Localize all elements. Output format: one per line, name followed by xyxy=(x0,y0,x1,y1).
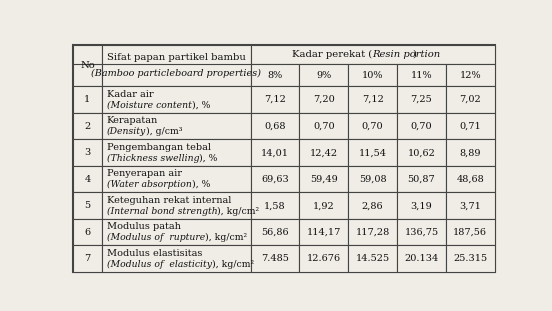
Text: ), kg/cm²: ), kg/cm² xyxy=(211,259,254,269)
Text: ), kg/cm²: ), kg/cm² xyxy=(217,207,259,216)
Text: 0,68: 0,68 xyxy=(264,122,286,131)
Text: Keteguhan rekat internal: Keteguhan rekat internal xyxy=(107,196,231,205)
Bar xyxy=(73,219,102,245)
Text: 7,12: 7,12 xyxy=(264,95,286,104)
Text: 56,86: 56,86 xyxy=(261,228,289,237)
Bar xyxy=(73,193,102,219)
Bar xyxy=(397,64,446,86)
Text: (Thickness swelling: (Thickness swelling xyxy=(107,153,199,163)
Bar xyxy=(73,139,102,166)
Text: 3,19: 3,19 xyxy=(411,201,432,210)
Text: Kadar air: Kadar air xyxy=(107,90,153,99)
Bar xyxy=(73,166,102,193)
Text: ), kg/cm²: ), kg/cm² xyxy=(205,233,247,242)
Bar xyxy=(348,64,397,86)
Text: 2,86: 2,86 xyxy=(362,201,384,210)
Text: 0,70: 0,70 xyxy=(411,122,432,131)
Bar xyxy=(73,44,102,86)
Text: 9%: 9% xyxy=(316,71,331,80)
Text: 5: 5 xyxy=(84,201,91,210)
Text: 6: 6 xyxy=(84,228,91,237)
Text: 4: 4 xyxy=(84,175,91,184)
Text: 0,70: 0,70 xyxy=(362,122,384,131)
Text: Modulus elastisitas: Modulus elastisitas xyxy=(107,249,202,258)
Text: 0,70: 0,70 xyxy=(313,122,335,131)
Text: 7,25: 7,25 xyxy=(411,95,432,104)
Text: (Water absorption: (Water absorption xyxy=(107,180,192,189)
Bar xyxy=(73,113,102,139)
Text: ): ) xyxy=(412,49,416,58)
Text: Kerapatan: Kerapatan xyxy=(107,116,158,125)
Text: 50,87: 50,87 xyxy=(407,175,436,184)
Text: 3: 3 xyxy=(84,148,91,157)
Bar xyxy=(73,245,102,272)
Bar xyxy=(73,86,102,113)
Bar xyxy=(446,64,495,86)
Text: 1,58: 1,58 xyxy=(264,201,286,210)
Text: 7: 7 xyxy=(84,254,91,263)
Text: 20.134: 20.134 xyxy=(404,254,438,263)
Text: Modulus patah: Modulus patah xyxy=(107,222,181,231)
Text: 7,20: 7,20 xyxy=(313,95,335,104)
Bar xyxy=(299,64,348,86)
Text: 7,12: 7,12 xyxy=(362,95,384,104)
Text: 14,01: 14,01 xyxy=(261,148,289,157)
Text: 59,08: 59,08 xyxy=(359,175,386,184)
Text: (Density: (Density xyxy=(107,127,146,136)
Text: 59,49: 59,49 xyxy=(310,175,338,184)
Text: 25.315: 25.315 xyxy=(453,254,487,263)
Text: ), %: ), % xyxy=(192,180,210,189)
Text: ), %: ), % xyxy=(199,154,217,162)
Text: 187,56: 187,56 xyxy=(453,228,487,237)
Text: ), %: ), % xyxy=(192,100,210,109)
Text: 14.525: 14.525 xyxy=(355,254,390,263)
Bar xyxy=(251,44,495,64)
Text: Sifat papan partikel bambu: Sifat papan partikel bambu xyxy=(107,53,246,63)
Text: (Modulus of  elasticity: (Modulus of elasticity xyxy=(107,259,211,269)
Text: Resin portion: Resin portion xyxy=(373,49,441,58)
Text: 7,02: 7,02 xyxy=(459,95,481,104)
Text: (Modulus of  rupture: (Modulus of rupture xyxy=(107,233,205,242)
Text: 8%: 8% xyxy=(267,71,283,80)
Text: 12.676: 12.676 xyxy=(307,254,341,263)
Text: 10%: 10% xyxy=(362,71,384,80)
Text: 1: 1 xyxy=(84,95,91,104)
Text: 12%: 12% xyxy=(459,71,481,80)
Text: 7.485: 7.485 xyxy=(261,254,289,263)
Text: 0,71: 0,71 xyxy=(459,122,481,131)
Text: 12,42: 12,42 xyxy=(310,148,338,157)
Text: 10,62: 10,62 xyxy=(407,148,436,157)
Text: 114,17: 114,17 xyxy=(306,228,341,237)
Text: Penyerapan air: Penyerapan air xyxy=(107,169,182,179)
Text: Kadar perekat (: Kadar perekat ( xyxy=(293,49,373,59)
Text: No: No xyxy=(80,61,95,70)
Bar xyxy=(251,64,299,86)
Text: 8,89: 8,89 xyxy=(459,148,481,157)
Text: 2: 2 xyxy=(84,122,91,131)
Text: (Bamboo particleboard properties): (Bamboo particleboard properties) xyxy=(91,68,261,77)
Text: 117,28: 117,28 xyxy=(355,228,390,237)
Text: (Internal bond strength: (Internal bond strength xyxy=(107,207,217,216)
Text: 48,68: 48,68 xyxy=(457,175,484,184)
Text: (Moisture content: (Moisture content xyxy=(107,100,192,109)
Text: Pengembangan tebal: Pengembangan tebal xyxy=(107,143,211,152)
Text: 11,54: 11,54 xyxy=(359,148,386,157)
Text: ), g/cm³: ), g/cm³ xyxy=(146,127,182,136)
Text: 3,71: 3,71 xyxy=(459,201,481,210)
Text: 69,63: 69,63 xyxy=(261,175,289,184)
Text: 136,75: 136,75 xyxy=(405,228,438,237)
Text: 1,92: 1,92 xyxy=(313,201,335,210)
Text: 11%: 11% xyxy=(411,71,432,80)
